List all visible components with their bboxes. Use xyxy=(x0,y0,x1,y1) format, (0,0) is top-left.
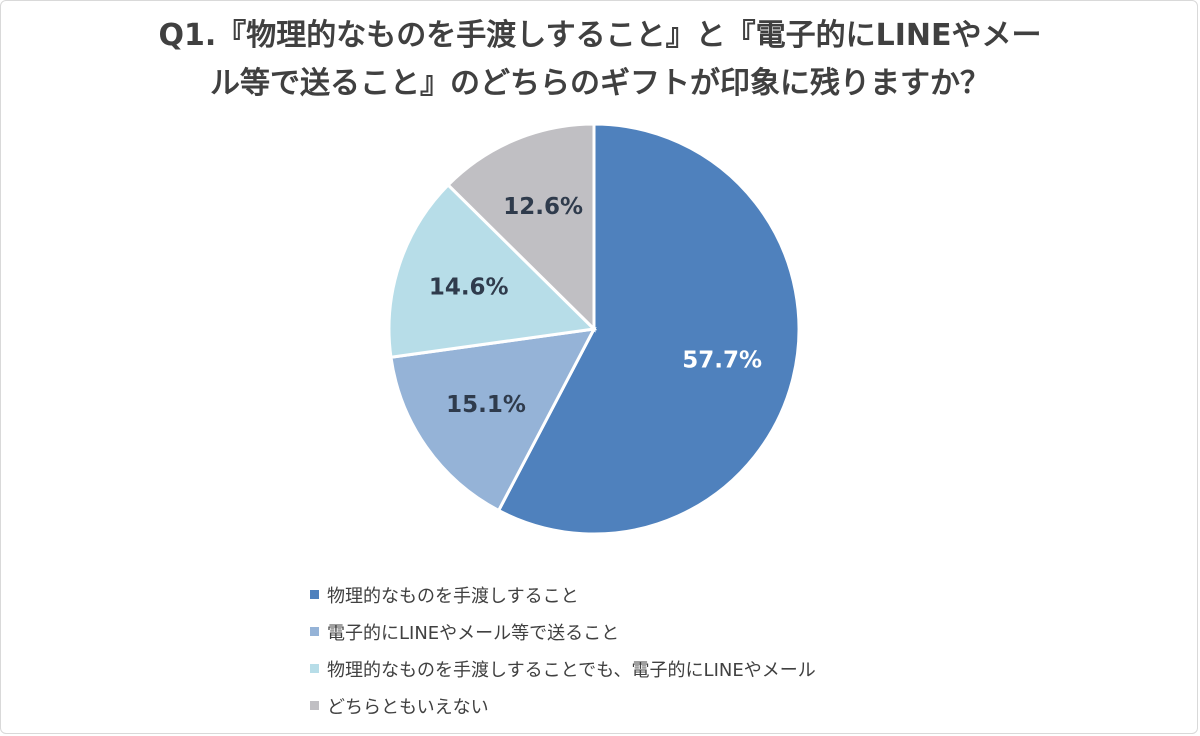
chart-title-line-2: ル等で送ること』のどちらのギフトが印象に残りますか？ xyxy=(210,66,990,101)
legend-label-3: 物理的なものを手渡しすることでも、電子的にLINEやメール xyxy=(327,659,816,681)
pie-slice-2 xyxy=(389,327,597,513)
legend-label-1: 物理的なものを手渡しすること xyxy=(327,585,579,607)
chart-title: Q1.『物理的なものを手渡しすること』と『電子的にLINEやメー ル等で送ること… xyxy=(0,12,1200,108)
pie-slice-4 xyxy=(446,122,596,333)
legend-item-4: どちらともいえない xyxy=(310,687,816,724)
legend-swatch-3 xyxy=(310,664,319,673)
legend-swatch-1 xyxy=(310,590,319,599)
legend-label-2: 電子的にLINEやメール等で送ること xyxy=(327,622,620,644)
legend-swatch-4 xyxy=(310,701,319,710)
legend-swatch-2 xyxy=(310,627,319,636)
legend-label-4: どちらともいえない xyxy=(327,696,489,718)
chart-title-line-1: Q1.『物理的なものを手渡しすること』と『電子的にLINEやメー xyxy=(158,18,1042,53)
pie-slice-label-3: 14.6% xyxy=(429,274,509,300)
legend-item-1: 物理的なものを手渡しすること xyxy=(310,576,816,613)
legend-item-3: 物理的なものを手渡しすることでも、電子的にLINEやメール xyxy=(310,650,816,687)
pie-slice-label-2: 15.1% xyxy=(446,392,526,418)
pie-slice-label-4: 12.6% xyxy=(503,194,583,220)
legend-item-2: 電子的にLINEやメール等で送ること xyxy=(310,613,816,650)
pie-slice-1 xyxy=(496,122,801,536)
pie-slice-label-1: 57.7% xyxy=(682,348,762,374)
chart-legend: 物理的なものを手渡しすること電子的にLINEやメール等で送ること物理的なものを手… xyxy=(310,576,816,724)
pie-slice-3 xyxy=(387,182,598,359)
